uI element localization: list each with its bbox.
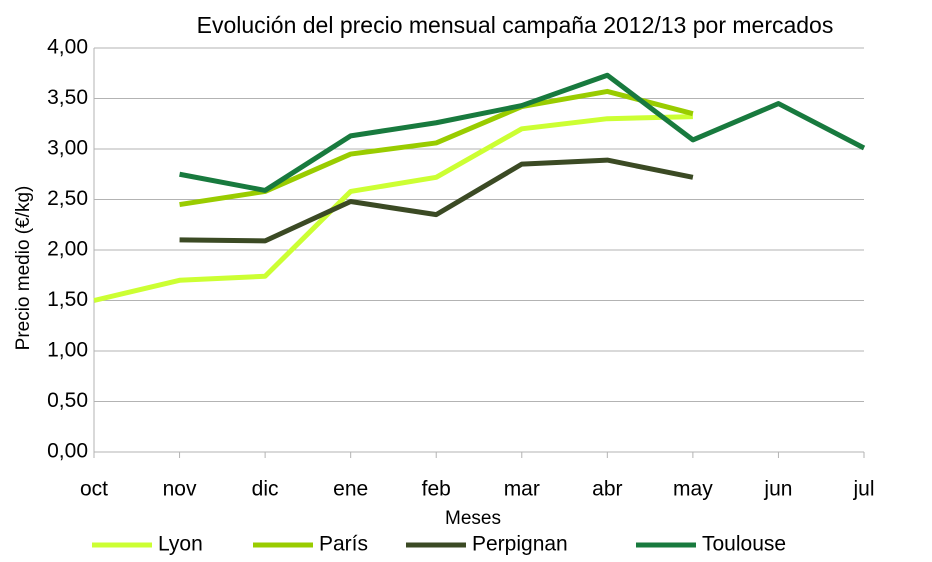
legend-label: Lyon <box>158 533 203 556</box>
chart-title: Evolución del precio mensual campaña 201… <box>197 12 834 38</box>
y-tick-label: 0,50 <box>47 389 88 412</box>
y-tick-label: 4,00 <box>47 36 88 59</box>
series-line <box>179 72 866 193</box>
legend-label: París <box>319 533 368 556</box>
x-tick-label: jul <box>852 478 874 501</box>
x-tick-label: nov <box>163 478 197 501</box>
y-tick-label: 3,00 <box>47 137 88 160</box>
series-line <box>179 157 694 244</box>
y-tick-label: 0,00 <box>47 440 88 463</box>
x-tick-label: dic <box>252 478 279 501</box>
x-axis-label: Meses <box>445 508 501 529</box>
x-tick-label: may <box>673 478 713 501</box>
legend-label: Toulouse <box>702 533 786 556</box>
y-tick-label: 2,00 <box>47 238 88 261</box>
x-tick-label: abr <box>592 478 622 501</box>
legend-label: Perpignan <box>472 533 568 556</box>
x-tick-label: oct <box>80 478 108 501</box>
y-tick-label: 1,50 <box>47 288 88 311</box>
series-line <box>93 114 693 303</box>
y-axis-label: Precio medio (€/kg) <box>13 186 34 351</box>
y-tick-label: 3,50 <box>47 86 88 109</box>
x-tick-label: jun <box>763 478 792 501</box>
x-tick-label: ene <box>333 478 368 501</box>
x-tick-label: feb <box>422 478 451 501</box>
y-tick-label: 2,50 <box>47 187 88 210</box>
x-tick-label: mar <box>504 478 540 501</box>
y-tick-label: 1,00 <box>47 339 88 362</box>
